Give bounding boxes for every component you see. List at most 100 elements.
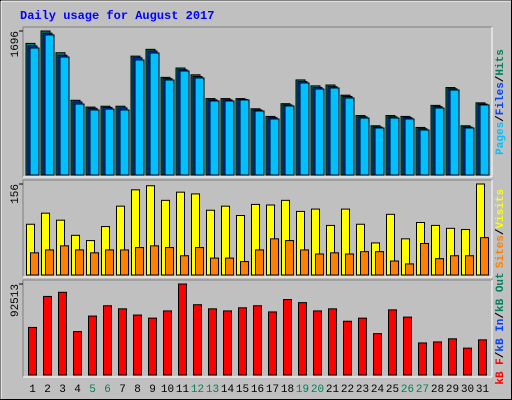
- bar: [28, 326, 37, 376]
- bar: [150, 245, 159, 276]
- y-tick-label: 1696: [10, 31, 22, 57]
- bar: [105, 249, 114, 276]
- x-tick-label: 16: [251, 384, 264, 396]
- bar: [405, 263, 414, 276]
- x-tick-label: 6: [104, 384, 111, 396]
- bar: [30, 252, 39, 276]
- bar: [435, 258, 444, 276]
- x-tick-label: 14: [221, 384, 235, 396]
- bar: [314, 88, 325, 176]
- bar: [60, 245, 69, 276]
- bar: [449, 89, 460, 176]
- x-tick-label: 31: [476, 384, 490, 396]
- x-tick-label: 30: [461, 384, 474, 396]
- x-tick-label: 25: [386, 384, 399, 396]
- x-tick-label: 15: [236, 384, 249, 396]
- x-tick-label: 3: [59, 384, 66, 396]
- bar: [434, 107, 445, 176]
- bar: [239, 99, 250, 176]
- bar: [209, 100, 220, 176]
- bar: [343, 320, 352, 376]
- legend-entry: Visits: [495, 189, 507, 229]
- x-tick-label: 20: [311, 384, 324, 396]
- legend-entry: Hits: [495, 49, 507, 75]
- bar: [165, 247, 174, 276]
- bar: [58, 291, 67, 376]
- bar: [329, 87, 340, 176]
- x-tick-label: 24: [371, 384, 385, 396]
- bar: [479, 104, 490, 176]
- x-tick-label: 26: [401, 384, 414, 396]
- bar: [285, 240, 294, 276]
- bar: [149, 52, 160, 176]
- bar: [433, 341, 442, 376]
- bar: [45, 249, 54, 276]
- bar: [133, 314, 142, 376]
- legend-entry: kB In: [495, 319, 507, 352]
- bar: [238, 307, 247, 376]
- x-tick-label: 17: [266, 384, 279, 396]
- bar: [360, 251, 369, 276]
- bar: [270, 238, 279, 276]
- bar: [465, 255, 474, 276]
- x-tick-label: 9: [149, 384, 156, 396]
- bar: [134, 59, 145, 176]
- bar: [359, 117, 370, 176]
- bar: [163, 310, 172, 376]
- bar: [178, 283, 187, 376]
- bar: [29, 47, 40, 176]
- bar: [119, 109, 130, 176]
- bar: [179, 70, 190, 176]
- bar: [480, 237, 489, 276]
- x-tick-label: 21: [326, 384, 340, 396]
- bar: [389, 117, 400, 176]
- bar: [284, 105, 295, 176]
- bar: [344, 97, 355, 176]
- x-tick-label: 27: [416, 384, 429, 396]
- bar: [73, 331, 82, 376]
- legend-separator: /: [495, 75, 507, 82]
- x-tick-label: 7: [119, 384, 126, 396]
- y-tick-label: 156: [10, 184, 22, 204]
- legend: Pages/Files/Hits: [495, 49, 507, 155]
- legend-separator: /: [495, 115, 507, 122]
- bar: [59, 56, 70, 176]
- x-tick-label: 5: [89, 384, 96, 396]
- bar: [120, 249, 129, 276]
- bar: [194, 77, 205, 176]
- bar: [478, 339, 487, 376]
- bar: [90, 252, 99, 276]
- legend-entry: Files: [495, 82, 507, 115]
- y-tick-label: 92513: [10, 284, 22, 317]
- x-tick-label: 11: [176, 384, 190, 396]
- bar: [328, 308, 337, 376]
- bar: [404, 118, 415, 176]
- bar: [330, 252, 339, 276]
- bar: [210, 257, 219, 276]
- bar: [388, 309, 397, 376]
- x-tick-label: 12: [191, 384, 204, 396]
- x-tick-label: 23: [356, 384, 369, 396]
- legend: Sites/Visits: [495, 189, 507, 268]
- bar: [358, 317, 367, 376]
- bar: [195, 247, 204, 276]
- bar: [224, 100, 235, 176]
- bar: [420, 243, 429, 276]
- bar: [463, 347, 472, 376]
- x-tick-label: 28: [431, 384, 444, 396]
- legend-entry: kB Out: [495, 272, 507, 312]
- x-tick-label: 10: [161, 384, 174, 396]
- x-tick-label: 18: [281, 384, 294, 396]
- bar: [313, 310, 322, 376]
- bar: [208, 308, 217, 376]
- bar: [103, 305, 112, 376]
- bar: [374, 127, 385, 176]
- bar: [44, 34, 55, 176]
- bar: [74, 103, 85, 176]
- x-tick-label: 8: [134, 384, 141, 396]
- bar: [148, 317, 157, 376]
- bar: [298, 302, 307, 376]
- bar: [268, 311, 277, 376]
- legend-separator: /: [495, 351, 507, 358]
